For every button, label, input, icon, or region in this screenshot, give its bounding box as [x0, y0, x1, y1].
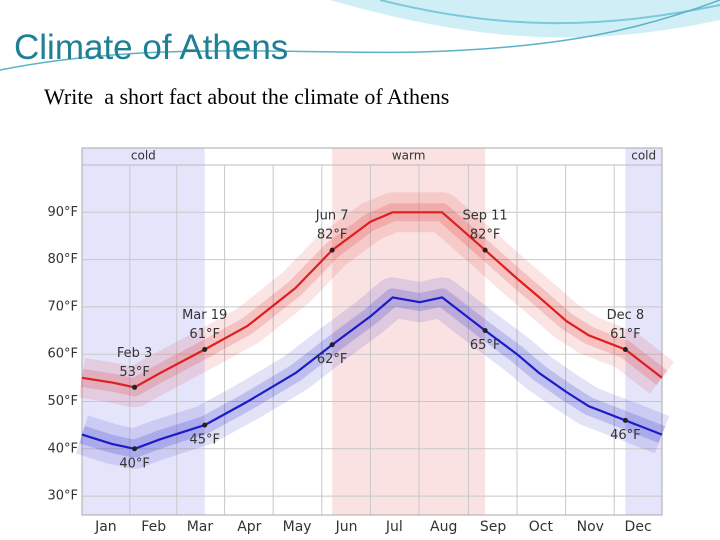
y-tick-label: 30°F: [47, 489, 78, 504]
swoosh-line: [0, 0, 720, 71]
title: Climate of Athens: [14, 28, 289, 67]
x-tick-label: Dec: [625, 519, 652, 535]
annotation-point: [482, 328, 488, 334]
season-band: [82, 148, 205, 515]
annotation-point: [132, 384, 138, 390]
x-tick-label: Aug: [430, 519, 457, 535]
y-tick-label: 90°F: [47, 205, 78, 220]
y-tick-label: 40°F: [47, 441, 78, 456]
season-label: cold: [131, 149, 156, 163]
annotation-point: [202, 346, 208, 352]
x-tick-label: Jan: [94, 519, 117, 535]
y-tick-label: 50°F: [47, 394, 78, 409]
y-tick-label: 80°F: [47, 252, 78, 267]
annotation-label: 65°F: [470, 338, 501, 353]
annotation-label: 40°F: [119, 456, 150, 471]
annotation-point: [482, 247, 488, 253]
annotation-point: [622, 346, 628, 352]
annotation-label: 82°F: [317, 228, 348, 243]
annotation-label: 62°F: [317, 352, 348, 367]
x-tick-label: Sep: [480, 519, 507, 535]
annotation-point: [329, 342, 335, 348]
annotation-date: Jun 7: [315, 209, 349, 224]
annotation-point: [622, 417, 628, 423]
swoosh: [330, 0, 720, 38]
annotation-label: 61°F: [189, 327, 220, 342]
y-tick-label: 60°F: [47, 347, 78, 362]
annotation-label: 45°F: [189, 433, 220, 448]
annotation-label: 53°F: [119, 365, 150, 380]
annotation-label: 46°F: [610, 428, 641, 443]
season-label: warm: [392, 149, 426, 163]
x-tick-label: May: [283, 519, 312, 535]
season-label: cold: [631, 149, 656, 163]
annotation-date: Sep 11: [463, 209, 508, 224]
x-tick-label: Feb: [141, 519, 166, 535]
annotation-label: 61°F: [610, 327, 641, 342]
annotation-date: Dec 8: [607, 308, 645, 323]
x-tick-label: Apr: [237, 519, 261, 535]
plot-frame: [81, 147, 663, 516]
annotation-point: [202, 422, 208, 428]
subtitle: Write a short fact about the climate of …: [44, 84, 450, 109]
x-tick-label: Jun: [335, 519, 358, 535]
annotation-label: 82°F: [470, 228, 501, 243]
x-tick-label: Mar: [187, 519, 214, 535]
line: [81, 296, 663, 450]
line: [81, 211, 663, 389]
x-tick-label: Nov: [577, 519, 604, 535]
annotation-point: [329, 247, 335, 253]
annotation-date: Mar 19: [182, 308, 227, 323]
annotation-point: [132, 446, 138, 452]
x-tick-label: Oct: [529, 519, 554, 535]
season-band: [332, 148, 486, 515]
season-band: [625, 148, 662, 515]
x-tick-label: Jul: [385, 519, 403, 535]
y-tick-label: 70°F: [47, 299, 78, 314]
swoosh-line: [379, 0, 720, 25]
annotation-date: Feb 3: [117, 346, 152, 361]
